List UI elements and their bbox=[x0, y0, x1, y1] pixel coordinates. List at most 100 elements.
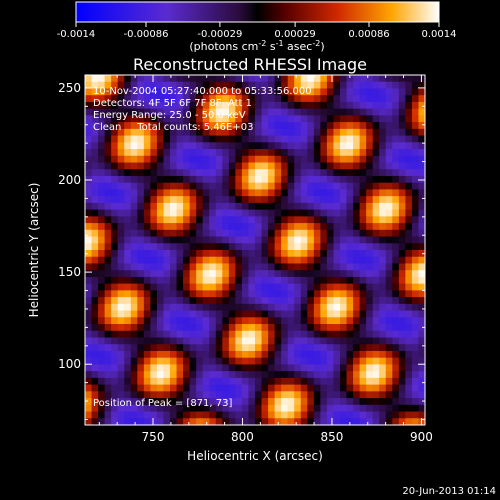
heatmap-cell bbox=[150, 337, 158, 345]
heatmap-cell bbox=[320, 364, 328, 372]
heatmap-cell bbox=[222, 155, 230, 164]
heatmap-cell bbox=[183, 263, 191, 271]
heatmap-cell bbox=[104, 404, 112, 413]
heatmap-cell bbox=[411, 270, 420, 278]
heatmap-cell bbox=[111, 175, 119, 184]
heatmap-cell bbox=[176, 95, 184, 103]
heatmap-cell bbox=[130, 81, 138, 90]
heatmap-cell bbox=[418, 162, 425, 170]
heatmap-cell bbox=[150, 418, 158, 425]
heatmap-cell bbox=[196, 411, 204, 419]
heatmap-cell bbox=[117, 216, 125, 224]
heatmap-cell bbox=[156, 75, 165, 83]
heatmap-cell bbox=[130, 364, 138, 372]
heatmap-cell bbox=[281, 330, 289, 339]
heatmap-cell bbox=[261, 364, 269, 372]
heatmap-cell bbox=[91, 81, 99, 90]
heatmap-cell bbox=[130, 149, 138, 157]
heatmap-cell bbox=[340, 276, 348, 285]
heatmap-cell bbox=[300, 236, 308, 244]
heatmap-cell bbox=[255, 297, 263, 305]
heatmap-cell bbox=[300, 384, 308, 392]
heatmap-cell bbox=[156, 209, 165, 217]
heatmap-cell bbox=[287, 196, 295, 204]
heatmap-cell bbox=[294, 236, 302, 244]
heatmap-cell bbox=[117, 330, 125, 339]
heatmap-cell bbox=[398, 243, 406, 251]
heatmap-cell bbox=[91, 310, 99, 318]
heatmap-cell bbox=[202, 149, 210, 157]
heatmap-cell bbox=[156, 202, 165, 211]
heatmap-cell bbox=[104, 310, 112, 318]
heatmap-cell bbox=[222, 236, 230, 244]
heatmap-cell bbox=[215, 216, 223, 224]
heatmap-cell bbox=[261, 250, 269, 258]
heatmap-cell bbox=[248, 88, 256, 96]
heatmap-cell bbox=[176, 122, 184, 130]
heatmap-image bbox=[85, 75, 425, 425]
heatmap-cell bbox=[320, 209, 328, 217]
heatmap-cell bbox=[209, 216, 217, 224]
heatmap-cell bbox=[411, 189, 420, 197]
heatmap-cell bbox=[255, 169, 263, 177]
heatmap-cell bbox=[156, 391, 165, 399]
heatmap-cell bbox=[372, 175, 380, 184]
heatmap-cell bbox=[268, 276, 276, 285]
heatmap-cell bbox=[385, 310, 393, 318]
heatmap-cell bbox=[313, 149, 321, 157]
heatmap-cell bbox=[170, 243, 178, 251]
heatmap-cell bbox=[104, 236, 112, 244]
heatmap-cell bbox=[215, 223, 223, 231]
heatmap-cell bbox=[300, 391, 308, 399]
heatmap-cell bbox=[411, 202, 420, 211]
heatmap-cell bbox=[281, 243, 289, 251]
heatmap-cell bbox=[117, 229, 125, 238]
heatmap-cell bbox=[196, 155, 204, 164]
heatmap-cell bbox=[333, 384, 341, 392]
heatmap-cell bbox=[300, 303, 308, 312]
heatmap-cell bbox=[150, 398, 158, 406]
heatmap-cell bbox=[163, 357, 171, 366]
heatmap-cell bbox=[359, 229, 367, 238]
heatmap-cell bbox=[124, 128, 132, 137]
heatmap-cell bbox=[287, 101, 295, 110]
heatmap-cell bbox=[353, 175, 361, 184]
heatmap-cell bbox=[372, 149, 380, 157]
heatmap-cell bbox=[91, 189, 99, 197]
heatmap-cell bbox=[255, 283, 263, 291]
heatmap-cell bbox=[130, 411, 138, 419]
heatmap-cell bbox=[91, 337, 99, 345]
heatmap-cell bbox=[300, 364, 308, 372]
heatmap-cell bbox=[104, 398, 112, 406]
heatmap-cell bbox=[333, 95, 341, 103]
heatmap-cell bbox=[117, 196, 125, 204]
heatmap-cell bbox=[156, 256, 165, 265]
heatmap-cell bbox=[320, 169, 328, 177]
heatmap-cell bbox=[235, 411, 243, 419]
heatmap-cell bbox=[268, 256, 276, 265]
heatmap-cell bbox=[176, 135, 184, 143]
heatmap-cell bbox=[124, 149, 132, 157]
heatmap-cell bbox=[189, 404, 197, 413]
heatmap-cell bbox=[255, 216, 263, 224]
heatmap-cell bbox=[111, 344, 119, 352]
heatmap-cell bbox=[346, 418, 354, 425]
heatmap-cell bbox=[320, 303, 328, 312]
heatmap-cell bbox=[228, 303, 236, 312]
heatmap-cell bbox=[287, 337, 295, 345]
heatmap-cell bbox=[235, 75, 243, 83]
heatmap-cell bbox=[294, 418, 302, 425]
heatmap-cell bbox=[320, 162, 328, 170]
heatmap-cell bbox=[209, 101, 217, 110]
heatmap-cell bbox=[294, 128, 302, 137]
heatmap-cell bbox=[372, 290, 380, 298]
heatmap-cell bbox=[248, 263, 256, 271]
heatmap-cell bbox=[98, 377, 106, 386]
heatmap-cell bbox=[183, 122, 191, 130]
heatmap-cell bbox=[418, 223, 425, 231]
heatmap-cell bbox=[281, 229, 289, 238]
heatmap-cell bbox=[85, 135, 93, 143]
heatmap-cell bbox=[183, 182, 191, 191]
heatmap-cell bbox=[359, 290, 367, 298]
heatmap-cell bbox=[235, 115, 243, 123]
